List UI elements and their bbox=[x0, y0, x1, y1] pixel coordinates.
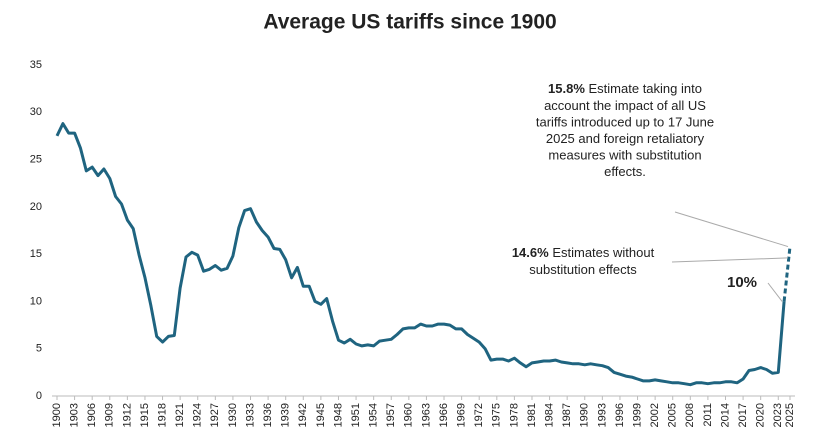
x-tick-label: 2002 bbox=[649, 403, 661, 427]
x-tick-label: 1924 bbox=[192, 403, 204, 427]
y-tick-label: 25 bbox=[30, 153, 42, 165]
x-tick-label: 1960 bbox=[403, 403, 415, 427]
annotation-text: substitution effects bbox=[529, 262, 637, 277]
x-tick-label: 1984 bbox=[543, 403, 555, 427]
leader-line bbox=[767, 282, 783, 302]
y-tick-label: 30 bbox=[30, 106, 42, 118]
leader-line bbox=[671, 257, 789, 263]
x-tick-label: 1999 bbox=[631, 403, 643, 427]
x-tick-label: 1954 bbox=[368, 403, 380, 427]
x-tick-label: 2017 bbox=[737, 403, 749, 427]
x-tick-label: 1921 bbox=[174, 403, 186, 427]
x-tick-label: 1996 bbox=[614, 403, 626, 427]
x-tick-label: 1903 bbox=[68, 403, 80, 427]
x-tick-label: 1912 bbox=[121, 403, 133, 427]
x-tick-label: 1951 bbox=[350, 403, 362, 427]
x-tick-label: 1948 bbox=[332, 403, 344, 427]
x-tick-label: 1942 bbox=[297, 403, 309, 427]
x-tick-label: 1945 bbox=[315, 403, 327, 427]
x-tick-label: 2005 bbox=[667, 403, 679, 427]
annotation-label: 10% bbox=[727, 274, 757, 291]
y-tick-label: 10 bbox=[30, 295, 42, 307]
annotation-text: account the impact of all US bbox=[544, 98, 706, 113]
annotation-label: 14.6% bbox=[512, 245, 549, 260]
annotation-text: 15.8% Estimate taking into bbox=[548, 81, 702, 96]
x-tick-label: 1966 bbox=[438, 403, 450, 427]
data-line bbox=[55, 122, 786, 387]
y-tick-label: 15 bbox=[30, 248, 42, 260]
x-tick-label: 1915 bbox=[139, 403, 151, 427]
annotation-text: 2025 and foreign retaliatory bbox=[546, 131, 705, 146]
annotation-label: 15.8% bbox=[548, 81, 585, 96]
chart-title: Average US tariffs since 1900 bbox=[263, 11, 556, 34]
x-tick-label: 1963 bbox=[420, 403, 432, 427]
x-tick-label: 1987 bbox=[561, 403, 573, 427]
annotation-text: 14.6% Estimates without bbox=[512, 245, 655, 260]
leader-line bbox=[674, 211, 789, 248]
x-tick-label: 1975 bbox=[491, 403, 503, 427]
x-tick-label: 1972 bbox=[473, 403, 485, 427]
annotation-line: Estimate taking into bbox=[589, 81, 702, 96]
y-tick-label: 0 bbox=[36, 390, 42, 402]
annotation-text: measures with substitution bbox=[548, 147, 701, 162]
x-tick-label: 2020 bbox=[755, 403, 767, 427]
x-tick-label: 2008 bbox=[684, 403, 696, 427]
annotation-line: Estimates without bbox=[552, 245, 654, 260]
x-tick-label: 1930 bbox=[227, 403, 239, 427]
x-tick-label: 2023 bbox=[772, 403, 784, 427]
annotation-text: effects. bbox=[604, 164, 646, 179]
annotation-text: tariffs introduced up to 17 June bbox=[536, 114, 714, 129]
y-tick-label: 5 bbox=[36, 343, 42, 355]
x-tick-label: 1933 bbox=[244, 403, 256, 427]
x-tick-label: 1939 bbox=[280, 403, 292, 427]
x-tick-label: 1918 bbox=[156, 403, 168, 427]
x-tick-label: 1936 bbox=[262, 403, 274, 427]
x-tick-label: 1900 bbox=[51, 403, 63, 427]
x-tick-label: 1969 bbox=[456, 403, 468, 427]
x-tick-label: 1990 bbox=[579, 403, 591, 427]
x-tick-label: 2025 bbox=[784, 403, 796, 427]
x-tick-label: 1909 bbox=[104, 403, 116, 427]
x-tick-label: 1978 bbox=[508, 403, 520, 427]
x-tick-label: 2014 bbox=[719, 403, 731, 427]
data-line bbox=[782, 246, 792, 302]
x-tick-label: 1927 bbox=[209, 403, 221, 427]
x-tick-label: 2011 bbox=[702, 403, 714, 427]
x-tick-label: 1981 bbox=[526, 403, 538, 427]
x-tick-label: 1993 bbox=[596, 403, 608, 427]
x-tick-label: 1957 bbox=[385, 403, 397, 427]
y-tick-label: 35 bbox=[30, 59, 42, 71]
x-tick-label: 1906 bbox=[86, 403, 98, 427]
y-tick-label: 20 bbox=[30, 201, 42, 213]
